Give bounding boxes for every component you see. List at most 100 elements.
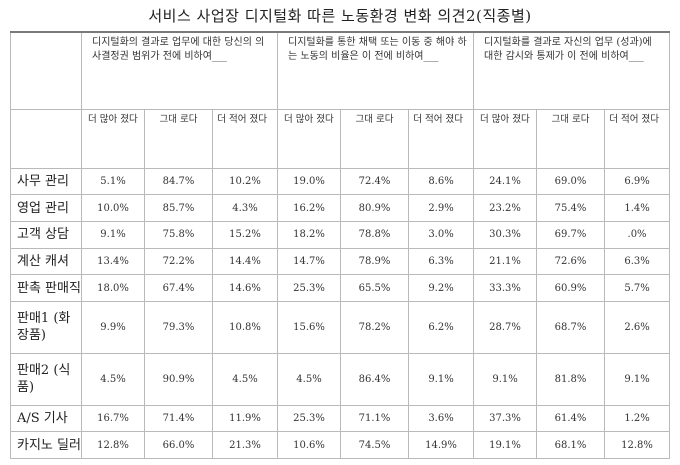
value-cell: 21.1% (473, 247, 538, 276)
value-cell: 80.9% (340, 194, 409, 223)
value-cell: 1.2% (604, 404, 671, 433)
value-cell: 25.3% (277, 274, 341, 303)
value-cell: 85.7% (144, 194, 213, 223)
value-cell: 74.5% (340, 431, 409, 459)
value-cell: 4.5% (212, 352, 278, 406)
value-cell: 78.9% (340, 247, 409, 276)
row-label: 판촉 판매직 (10, 274, 82, 303)
value-cell: 18.0% (81, 274, 145, 303)
table-row: 판매1 (화장품) 9.9% 79.3% 10.8% 15.6% 78.2% 6.2% 28.… (10, 301, 671, 354)
subheader-same: 그대 로다 (144, 108, 213, 169)
value-cell: 69.7% (536, 221, 606, 249)
value-cell: 84.7% (144, 167, 213, 196)
value-cell: 14.6% (212, 274, 278, 303)
value-cell: 6.9% (604, 167, 671, 196)
subheader-less: 더 적어 졌다 (604, 108, 671, 169)
value-cell: 23.2% (473, 194, 538, 223)
value-cell: 9.1% (407, 352, 475, 406)
value-cell: 16.2% (277, 194, 341, 223)
value-cell: 4.5% (277, 352, 341, 406)
value-cell: 78.2% (340, 301, 409, 354)
group-header-mobile-work-ratio: 디지털화를 통한 채택 또는 이동 중 해야 하는 노동의 비율은 이 전에 비… (276, 31, 475, 110)
subheader-same: 그대 로다 (340, 108, 409, 169)
subheader-same: 그대 로다 (536, 108, 606, 169)
value-cell: 30.3% (473, 221, 538, 249)
value-cell: 10.0% (81, 194, 145, 223)
corner-cell (10, 31, 82, 110)
value-cell: 71.4% (144, 404, 213, 433)
corner-cell-sub (10, 108, 82, 169)
row-label: 판매2 (식품) (10, 352, 82, 406)
row-label: A/S 기사 (10, 404, 82, 433)
value-cell: 1.4% (604, 194, 671, 223)
value-cell: 14.7% (277, 247, 341, 276)
value-cell: 6.3% (604, 247, 671, 276)
row-label: 계산 캐셔 (10, 247, 82, 276)
value-cell: 14.9% (407, 431, 475, 459)
value-cell: 10.2% (212, 167, 278, 196)
row-label: 고객 상담 (10, 221, 82, 249)
value-cell: 2.9% (407, 194, 475, 223)
table-row: 사무 관리 5.1% 84.7% 10.2% 19.0% 72.4% 8.6% 24.1% 69… (10, 167, 671, 196)
value-cell: 67.4% (144, 274, 213, 303)
subheader-less: 더 적어 졌다 (407, 108, 475, 169)
row-label: 영업 관리 (10, 194, 82, 223)
value-cell: 10.6% (277, 431, 341, 459)
value-cell: 86.4% (340, 352, 409, 406)
table-row: 판매2 (식품) 4.5% 90.9% 4.5% 4.5% 86.4% 9.1% 9.1% 81… (10, 352, 671, 406)
value-cell: 19.1% (473, 431, 538, 459)
value-cell: 11.9% (212, 404, 278, 433)
value-cell: 9.1% (81, 221, 145, 249)
value-cell: 4.3% (212, 194, 278, 223)
value-cell: 75.4% (536, 194, 606, 223)
subheader-more: 더 많아 졌다 (473, 108, 538, 169)
value-cell: 60.9% (536, 274, 606, 303)
value-cell: 3.0% (407, 221, 475, 249)
value-cell: 66.0% (144, 431, 213, 459)
subheader-less: 더 적어 졌다 (212, 108, 278, 169)
value-cell: 12.8% (604, 431, 671, 459)
value-cell: 90.9% (144, 352, 213, 406)
value-cell: 10.8% (212, 301, 278, 354)
value-cell: 28.7% (473, 301, 538, 354)
value-cell: 12.8% (81, 431, 145, 459)
value-cell: 25.3% (277, 404, 341, 433)
value-cell: 9.1% (604, 352, 671, 406)
table-row: 영업 관리 10.0% 85.7% 4.3% 16.2% 80.9% 2.9% 23.2% 75… (10, 194, 671, 223)
value-cell: 9.9% (81, 301, 145, 354)
group-header-decision-scope: 디지털화의 결과로 업무에 대한 당신의 의사결정권 범위가 전에 비하여___ (81, 31, 278, 110)
value-cell: 37.3% (473, 404, 538, 433)
value-cell: 15.6% (277, 301, 341, 354)
value-cell: 5.1% (81, 167, 145, 196)
value-cell: 18.2% (277, 221, 341, 249)
value-cell: 21.3% (212, 431, 278, 459)
page-title: 서비스 사업장 디지털화 따른 노동환경 변화 의견2(직종별) (148, 7, 532, 25)
value-cell: 24.1% (473, 167, 538, 196)
value-cell: 69.0% (536, 167, 606, 196)
row-label: 사무 관리 (10, 167, 82, 196)
value-cell: .0% (604, 221, 671, 249)
value-cell: 61.4% (536, 404, 606, 433)
value-cell: 78.8% (340, 221, 409, 249)
group-header-monitoring-control: 디지털화를 결과로 자신의 업무 (성과)에 대한 감시와 통제가 이 전에 비… (473, 31, 671, 110)
table-row: 판촉 판매직 18.0% 67.4% 14.6% 25.3% 65.5% 9.2% 33.3%… (10, 274, 671, 303)
value-cell: 65.5% (340, 274, 409, 303)
value-cell: 14.4% (212, 247, 278, 276)
value-cell: 8.6% (407, 167, 475, 196)
value-cell: 5.7% (604, 274, 671, 303)
opinion-table: 디지털화의 결과로 업무에 대한 당신의 의사결정권 범위가 전에 비하여___… (10, 31, 671, 459)
row-label: 카지노 딜러 (10, 431, 82, 459)
subheader-more: 더 많아 졌다 (277, 108, 341, 169)
value-cell: 6.2% (407, 301, 475, 354)
row-label: 판매1 (화장품) (10, 301, 82, 354)
value-cell: 79.3% (144, 301, 213, 354)
value-cell: 16.7% (81, 404, 145, 433)
value-cell: 4.5% (81, 352, 145, 406)
value-cell: 72.2% (144, 247, 213, 276)
value-cell: 72.6% (536, 247, 606, 276)
table-row: 고객 상담 9.1% 75.8% 15.2% 18.2% 78.8% 3.0% 30.3% 69… (10, 221, 671, 249)
value-cell: 33.3% (473, 274, 538, 303)
value-cell: 15.2% (212, 221, 278, 249)
value-cell: 81.8% (536, 352, 606, 406)
table-row: A/S 기사 16.7% 71.4% 11.9% 25.3% 71.1% 3.6% 37.3%… (10, 404, 671, 433)
